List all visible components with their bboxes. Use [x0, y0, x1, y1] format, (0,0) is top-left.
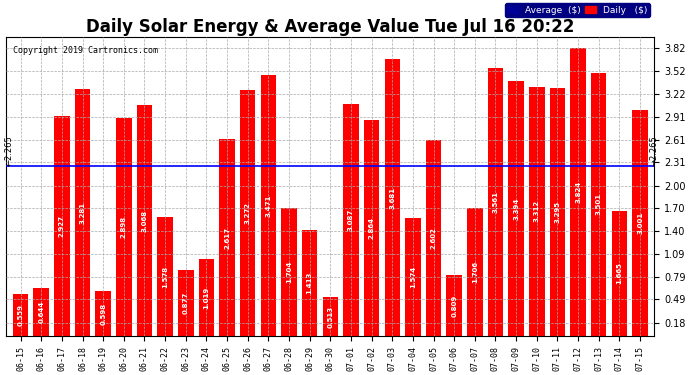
Bar [75, 89, 90, 336]
Text: 1.019: 1.019 [204, 286, 209, 309]
Bar [302, 230, 317, 336]
Text: 0.809: 0.809 [451, 294, 457, 317]
Text: 0.513: 0.513 [327, 306, 333, 328]
Text: 2.864: 2.864 [368, 217, 375, 239]
Bar [282, 208, 297, 336]
Text: 0.598: 0.598 [100, 303, 106, 325]
Bar [550, 88, 565, 336]
Bar [178, 270, 193, 336]
Bar [137, 105, 152, 336]
Bar [54, 116, 70, 336]
Bar [157, 217, 173, 336]
Bar [343, 104, 359, 336]
Bar [384, 59, 400, 336]
Bar [13, 294, 28, 336]
Bar [405, 217, 421, 336]
Legend: Average  ($), Daily   ($): Average ($), Daily ($) [504, 3, 650, 17]
Text: 1.578: 1.578 [162, 266, 168, 288]
Text: 3.281: 3.281 [79, 201, 86, 223]
Text: 0.559: 0.559 [17, 304, 23, 326]
Bar [509, 81, 524, 336]
Text: 2.602: 2.602 [431, 227, 437, 249]
Text: 3.681: 3.681 [389, 186, 395, 209]
Bar [632, 110, 648, 336]
Text: 3.394: 3.394 [513, 197, 519, 219]
Bar [34, 288, 49, 336]
Text: 2.617: 2.617 [224, 226, 230, 249]
Bar [364, 120, 380, 336]
Text: 2.927: 2.927 [59, 215, 65, 237]
Text: 3.001: 3.001 [637, 212, 643, 234]
Text: 3.824: 3.824 [575, 181, 581, 203]
Text: 1.704: 1.704 [286, 261, 292, 283]
Bar [322, 297, 338, 336]
Bar [95, 291, 111, 336]
Bar [488, 68, 503, 336]
Text: 3.272: 3.272 [245, 202, 250, 224]
Text: 3.312: 3.312 [534, 200, 540, 222]
Bar [446, 275, 462, 336]
Text: 1.706: 1.706 [472, 261, 478, 283]
Bar [219, 139, 235, 336]
Text: 3.068: 3.068 [141, 210, 148, 232]
Bar [116, 118, 132, 336]
Text: 3.295: 3.295 [555, 201, 560, 223]
Bar [571, 48, 586, 336]
Bar [467, 208, 482, 336]
Bar [199, 260, 214, 336]
Text: 3.501: 3.501 [595, 193, 602, 215]
Text: 3.471: 3.471 [266, 194, 271, 217]
Bar [261, 75, 276, 336]
Text: →2.265: →2.265 [650, 135, 659, 166]
Bar [426, 140, 442, 336]
Text: 3.561: 3.561 [493, 191, 498, 213]
Text: 3.087: 3.087 [348, 209, 354, 231]
Bar [240, 90, 255, 336]
Text: ←2.265: ←2.265 [5, 135, 14, 166]
Bar [529, 87, 544, 336]
Text: 1.413: 1.413 [306, 272, 313, 294]
Text: Copyright 2019 Cartronics.com: Copyright 2019 Cartronics.com [12, 46, 157, 55]
Title: Daily Solar Energy & Average Value Tue Jul 16 20:22: Daily Solar Energy & Average Value Tue J… [86, 18, 575, 36]
Text: 0.877: 0.877 [183, 292, 189, 314]
Text: 2.898: 2.898 [121, 216, 127, 238]
Text: 0.644: 0.644 [38, 301, 44, 323]
Bar [611, 211, 627, 336]
Text: 1.574: 1.574 [410, 266, 416, 288]
Bar [591, 72, 607, 336]
Text: 1.665: 1.665 [616, 262, 622, 284]
